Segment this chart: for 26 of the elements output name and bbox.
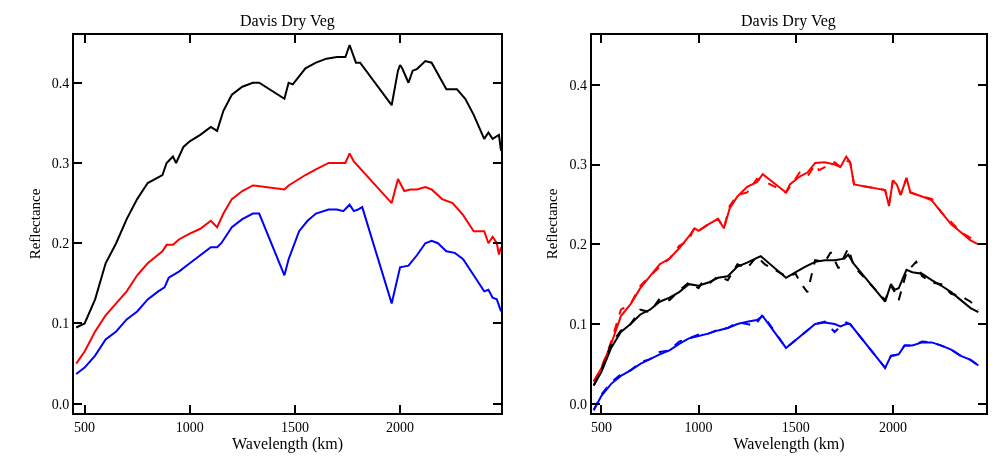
y-axis-title: Reflectance [544,188,561,260]
y-axis-title: Reflectance [26,188,43,260]
y-tick-label: 0.4 [51,75,70,91]
x-tick-label: 500 [74,420,96,436]
y-tick-label: 0.4 [569,77,587,93]
x-tick-label: 1000 [175,420,204,436]
y-tick-label: 0.2 [51,236,70,252]
x-tick-label: 1500 [781,420,810,436]
y-tick-label: 0.2 [569,237,587,253]
x-tick-label: 500 [590,420,612,436]
x-tick-label: 1500 [280,420,309,436]
line-series [75,152,502,365]
x-axis-title: Wavelength (km) [733,435,845,454]
y-tick-label: 0.3 [51,155,70,171]
y-tick-label: 0.0 [569,396,587,412]
chart-title: Davis Dry Veg [741,12,836,30]
x-axis-title: Wavelength (km) [232,435,344,454]
y-tick-label: 0.0 [51,396,70,412]
y-tick-label: 0.3 [569,157,587,173]
x-tick-label: 2000 [386,420,415,436]
y-tick-label: 0.1 [51,316,70,332]
x-tick-label: 1000 [684,420,713,436]
x-tick-label: 2000 [878,420,907,436]
line-series [75,203,502,376]
chart-title: Davis Dry Veg [240,12,335,30]
y-tick-label: 0.1 [569,316,587,332]
